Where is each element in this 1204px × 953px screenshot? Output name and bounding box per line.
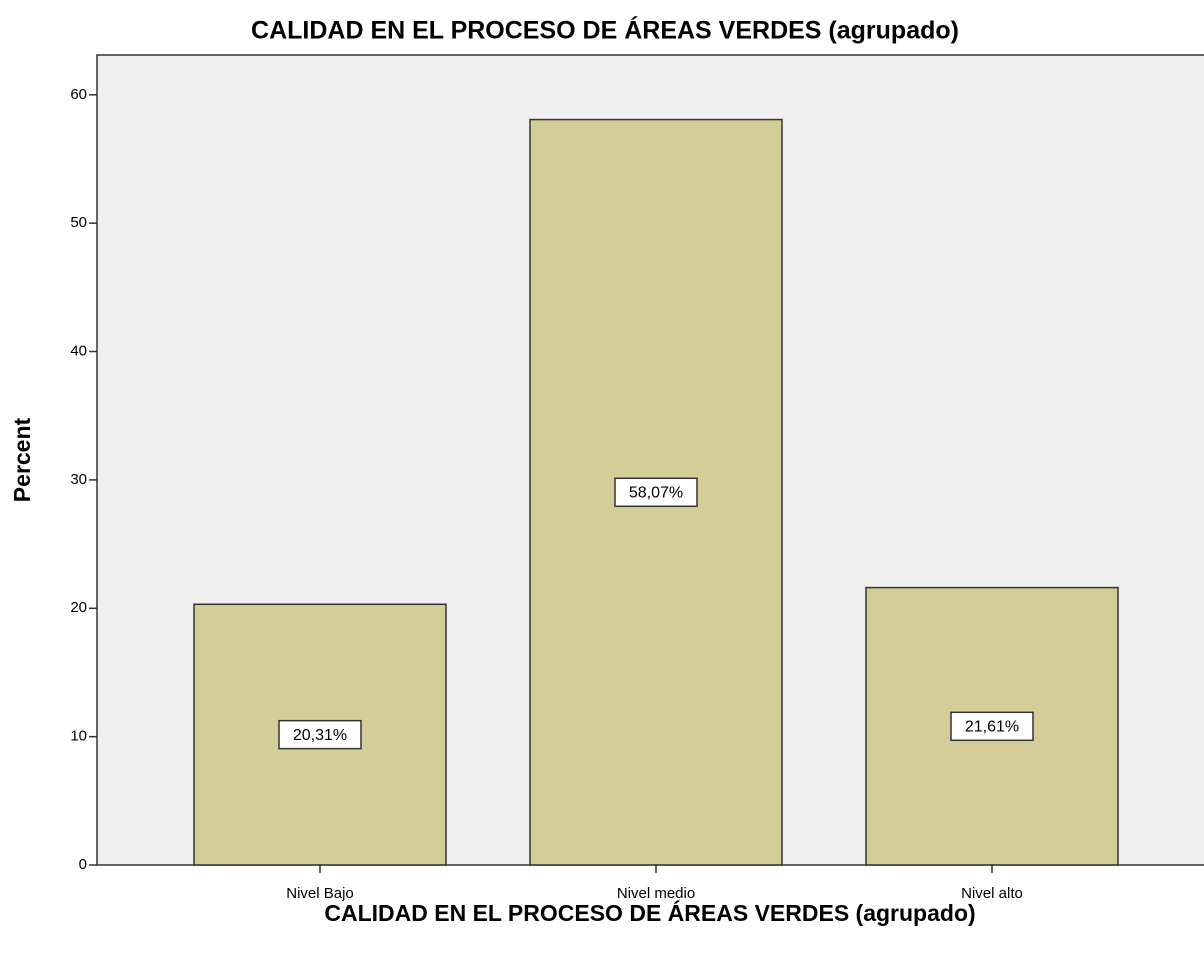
x-tick-label: Nivel alto (961, 885, 1023, 902)
value-label-box (278, 719, 362, 750)
value-label-box (614, 477, 698, 508)
y-tick-label: 20 (70, 599, 87, 616)
y-tick-label: 40 (70, 342, 87, 359)
value-label-box (950, 711, 1034, 742)
x-axis-title: CALIDAD EN EL PROCESO DE ÁREAS VERDES (a… (324, 899, 975, 926)
y-tick-label: 10 (70, 728, 87, 745)
y-tick-label: 60 (70, 86, 87, 103)
value-label: 20,31% (293, 727, 347, 744)
value-label: 21,61% (965, 719, 1019, 736)
y-tick-label: 50 (70, 214, 87, 231)
y-tick-label: 30 (70, 471, 87, 488)
y-axis-title: Percent (9, 417, 35, 502)
x-tick-label: Nivel medio (617, 885, 695, 902)
value-label: 58,07% (629, 485, 683, 502)
y-tick-label: 0 (79, 856, 87, 873)
x-tick-label: Nivel Bajo (286, 885, 354, 902)
chart-title: CALIDAD EN EL PROCESO DE ÁREAS VERDES (a… (251, 16, 959, 45)
